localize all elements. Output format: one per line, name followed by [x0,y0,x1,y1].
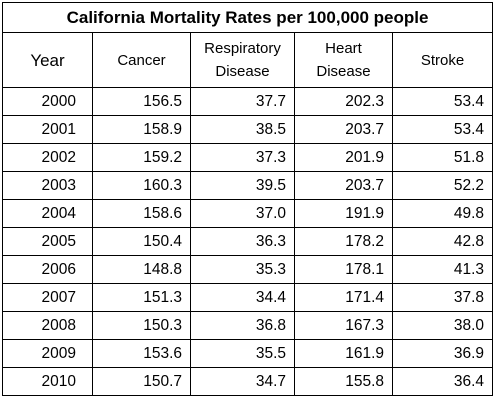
cell-heart: 178.1 [294,255,393,284]
header-respiratory-disease: Respiratory Disease [190,32,295,88]
cell-cancer: 156.5 [92,87,191,116]
table-row: 2006 148.8 35.3 178.1 41.3 [2,255,494,284]
cell-respiratory: 34.4 [190,283,295,312]
cell-stroke: 53.4 [391,87,494,116]
cell-stroke: 38.0 [391,311,494,340]
cell-stroke: 36.4 [391,367,494,396]
cell-cancer: 150.4 [92,227,191,256]
table-row: 2002 159.2 37.3 201.9 51.8 [2,143,494,172]
cell-respiratory: 37.7 [190,87,295,116]
cell-stroke: 41.3 [391,255,494,284]
header-row: Year Cancer Respiratory Disease Heart Di… [2,32,494,88]
title-row: California Mortality Rates per 100,000 p… [1,2,494,33]
cell-heart: 167.3 [294,311,393,340]
header-heart-line1: Heart [325,40,362,57]
cell-year: 2006 [2,255,93,284]
table-row: 2009 153.6 35.5 161.9 36.9 [2,339,494,368]
header-respiratory-line1: Respiratory [204,40,281,57]
table-row: 2003 160.3 39.5 203.7 52.2 [2,171,494,200]
cell-stroke: 36.9 [391,339,494,368]
cell-heart: 155.8 [294,367,393,396]
cell-stroke: 49.8 [391,199,494,228]
cell-heart: 191.9 [294,199,393,228]
table-row: 2008 150.3 36.8 167.3 38.0 [2,311,494,340]
cell-cancer: 150.7 [92,367,191,396]
cell-respiratory: 37.3 [190,143,295,172]
cell-stroke: 37.8 [391,283,494,312]
cell-stroke: 42.8 [391,227,494,256]
cell-cancer: 148.8 [92,255,191,284]
cell-respiratory: 34.7 [190,367,295,396]
cell-respiratory: 35.3 [190,255,295,284]
cell-year: 2002 [2,143,93,172]
cell-cancer: 159.2 [92,143,191,172]
table-row: 2000 156.5 37.7 202.3 53.4 [2,87,494,116]
cell-respiratory: 35.5 [190,339,295,368]
header-heart-line2: Disease [316,63,371,80]
cell-heart: 203.7 [294,171,393,200]
cell-year: 2009 [2,339,93,368]
cell-year: 2007 [2,283,93,312]
table-row: 2007 151.3 34.4 171.4 37.8 [2,283,494,312]
header-heart-disease: Heart Disease [294,32,393,88]
cell-year: 2004 [2,199,93,228]
cell-cancer: 150.3 [92,311,191,340]
table-row: 2010 150.7 34.7 155.8 36.4 [2,367,494,396]
cell-cancer: 158.6 [92,199,191,228]
cell-year: 2008 [2,311,93,340]
cell-year: 2010 [2,367,93,396]
table-row: 2005 150.4 36.3 178.2 42.8 [2,227,494,256]
cell-heart: 161.9 [294,339,393,368]
cell-heart: 201.9 [294,143,393,172]
cell-stroke: 53.4 [391,115,494,144]
table-row: 2001 158.9 38.5 203.7 53.4 [2,115,494,144]
cell-year: 2000 [2,87,93,116]
cell-cancer: 160.3 [92,171,191,200]
cell-year: 2003 [2,171,93,200]
cell-cancer: 158.9 [92,115,191,144]
header-cancer: Cancer [92,32,191,88]
cell-heart: 203.7 [294,115,393,144]
cell-respiratory: 37.0 [190,199,295,228]
header-stroke: Stroke [391,32,494,88]
cell-stroke: 52.2 [391,171,494,200]
header-respiratory-line2: Disease [215,63,270,80]
cell-cancer: 153.6 [92,339,191,368]
cell-year: 2001 [2,115,93,144]
cell-heart: 178.2 [294,227,393,256]
cell-respiratory: 36.3 [190,227,295,256]
cell-respiratory: 36.8 [190,311,295,340]
cell-stroke: 51.8 [391,143,494,172]
header-year: Year [2,32,93,88]
table-row: 2004 158.6 37.0 191.9 49.8 [2,199,494,228]
cell-respiratory: 39.5 [190,171,295,200]
cell-heart: 171.4 [294,283,393,312]
cell-year: 2005 [2,227,93,256]
cell-respiratory: 38.5 [190,115,295,144]
table-title: California Mortality Rates per 100,000 p… [1,2,494,33]
cell-heart: 202.3 [294,87,393,116]
cell-cancer: 151.3 [92,283,191,312]
